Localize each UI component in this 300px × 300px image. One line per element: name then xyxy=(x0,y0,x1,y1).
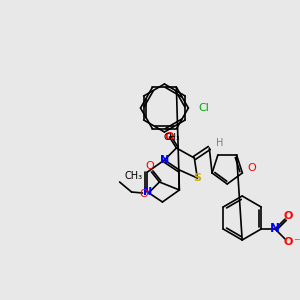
Text: N: N xyxy=(143,187,152,197)
Text: N: N xyxy=(160,155,169,165)
Text: O: O xyxy=(139,189,148,199)
Text: O: O xyxy=(248,163,256,173)
Text: N: N xyxy=(270,223,280,236)
Text: O: O xyxy=(284,237,293,247)
Text: O: O xyxy=(165,132,174,142)
Text: S: S xyxy=(193,173,201,183)
Text: O: O xyxy=(284,211,293,221)
Text: H: H xyxy=(216,138,224,148)
Text: O: O xyxy=(145,161,154,171)
Text: Cl: Cl xyxy=(198,103,209,113)
Text: CH₃: CH₃ xyxy=(163,134,180,142)
Text: CH₃: CH₃ xyxy=(124,171,142,181)
Text: ⁻: ⁻ xyxy=(293,236,299,250)
